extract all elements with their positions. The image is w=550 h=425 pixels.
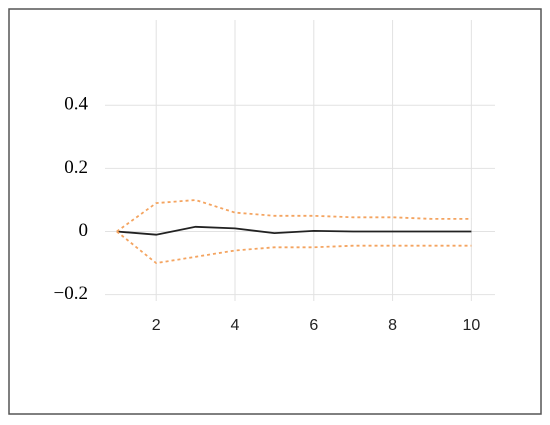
series-line <box>116 225 472 236</box>
frame <box>8 8 542 415</box>
x-tick-label: 4 <box>231 317 240 334</box>
x-tick-label: 2 <box>152 317 161 334</box>
x-tick-label: 8 <box>388 317 397 334</box>
y-tick-label: 0 <box>79 220 89 241</box>
y-tick-label: 0.2 <box>64 157 88 178</box>
series-line <box>116 230 472 265</box>
y-tick-label: −0.2 <box>54 283 88 304</box>
series-line <box>116 199 472 233</box>
x-tick-label: 10 <box>462 317 480 334</box>
y-tick-label: 0.4 <box>64 94 88 115</box>
x-tick-label: 6 <box>309 317 318 334</box>
